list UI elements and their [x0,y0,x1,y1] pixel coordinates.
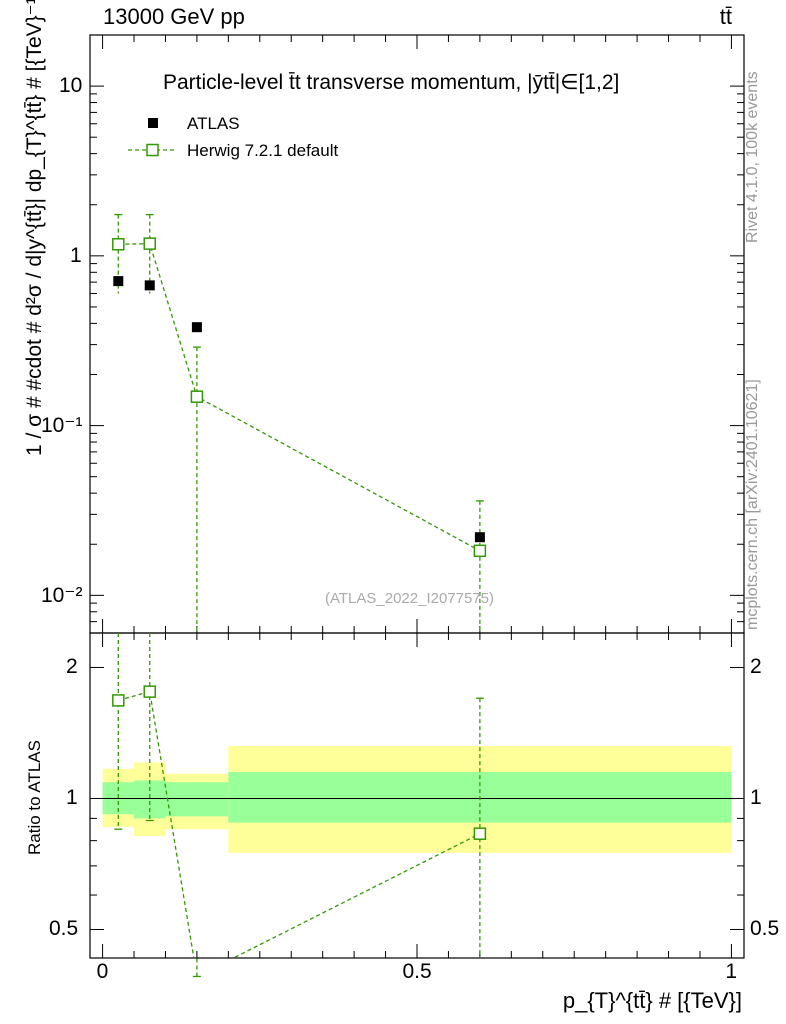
herwig-point-ratio-3 [473,827,487,840]
x-axis-label: p_{T}^{tt̄} # [{TeV}] [562,988,742,1013]
legend-markers [128,118,177,157]
analysis-watermark: (ATLAS_2022_I2077575) [325,590,495,607]
y-tick-label-ratio-left: 0.5 [49,917,79,941]
y-tick-label-ratio-right: 1 [750,786,762,810]
atlas-point-0 [113,276,124,287]
atlas-point-1 [144,280,155,291]
y-tick-label-main: 1 [70,243,82,267]
legend-marker-atlas [148,118,158,128]
y-tick-label-main: 10⁻¹ [41,414,83,438]
legend-entry-atlas: ATLAS [187,114,240,133]
atlas-point-3 [474,532,485,543]
collision-energy-label: 13000 GeV pp [103,4,245,29]
legend-entry-herwig: Herwig 7.2.1 default [187,141,339,160]
mcplots-label: mcplots.cern.ch [arXiv:2401.10621] [744,379,761,630]
y-tick-label-main: 10⁻² [41,583,83,607]
y-tick-label-main: 10 [59,74,83,98]
herwig-point-ratio-0 [112,694,125,707]
series-markers [112,237,487,840]
herwig-point-ratio-1 [143,685,156,698]
atlas-point-2 [191,322,202,333]
herwig-point-main-3 [473,544,487,558]
herwig-line-main [118,242,481,552]
herwig-line-ratio [118,690,481,958]
y-tick-label-ratio-left: 2 [66,655,78,679]
legend-marker-herwig [146,143,159,157]
ratio-uncertainty-bands [102,746,732,853]
band-inner-1 [134,780,166,819]
band-inner-2 [165,782,229,817]
y-tick-label-ratio-left: 1 [66,786,78,810]
herwig-point-main-0 [112,238,125,251]
y-axis-label-ratio: Ratio to ATLAS [25,740,44,855]
y-tick-label-ratio-right: 0.5 [750,917,780,941]
axis-ticks [90,34,744,958]
series-lines [118,242,481,958]
x-tick-label: 1 [725,960,738,983]
herwig-point-main-2 [190,390,204,403]
rivet-version-label: Rivet 4.1.0, 100k events [744,71,761,243]
herwig-point-main-1 [143,237,156,250]
x-tick-label: 0.5 [402,960,432,983]
x-tick-label: 0 [96,960,109,983]
y-axis-label-main: 1 / σ # #cdot # d²σ / d|y^{tt̄}| dp_{T}^… [23,0,46,456]
process-label: tt̄ [719,4,732,29]
y-tick-label-ratio-right: 2 [750,655,762,679]
plot-title: Particle-level t̄t transverse momentum, … [163,71,620,94]
